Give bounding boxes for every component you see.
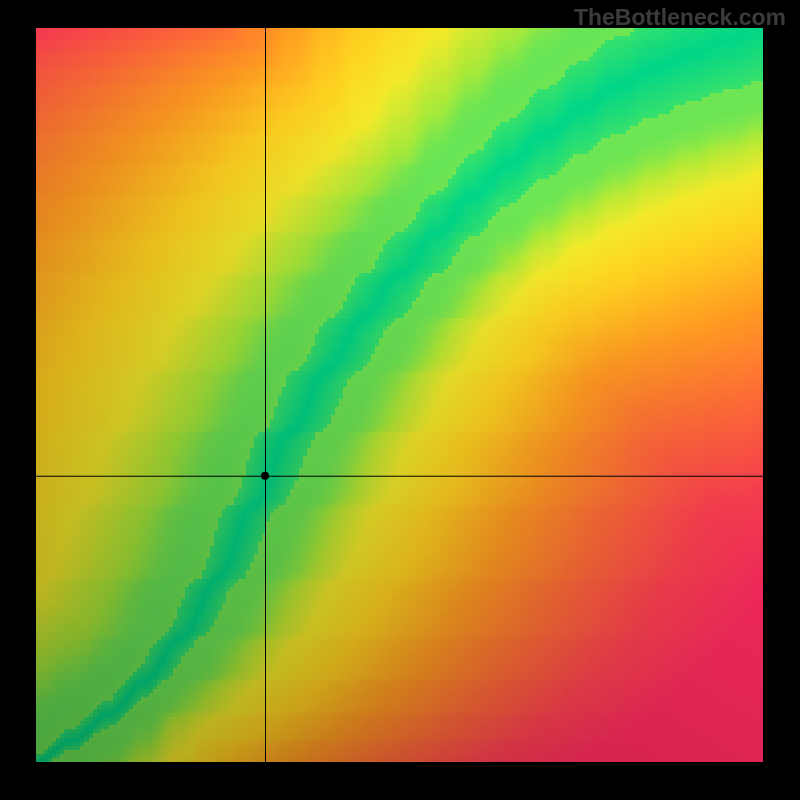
watermark-text: TheBottleneck.com: [574, 4, 786, 31]
chart-container: TheBottleneck.com: [0, 0, 800, 800]
bottleneck-heatmap: [0, 0, 800, 800]
